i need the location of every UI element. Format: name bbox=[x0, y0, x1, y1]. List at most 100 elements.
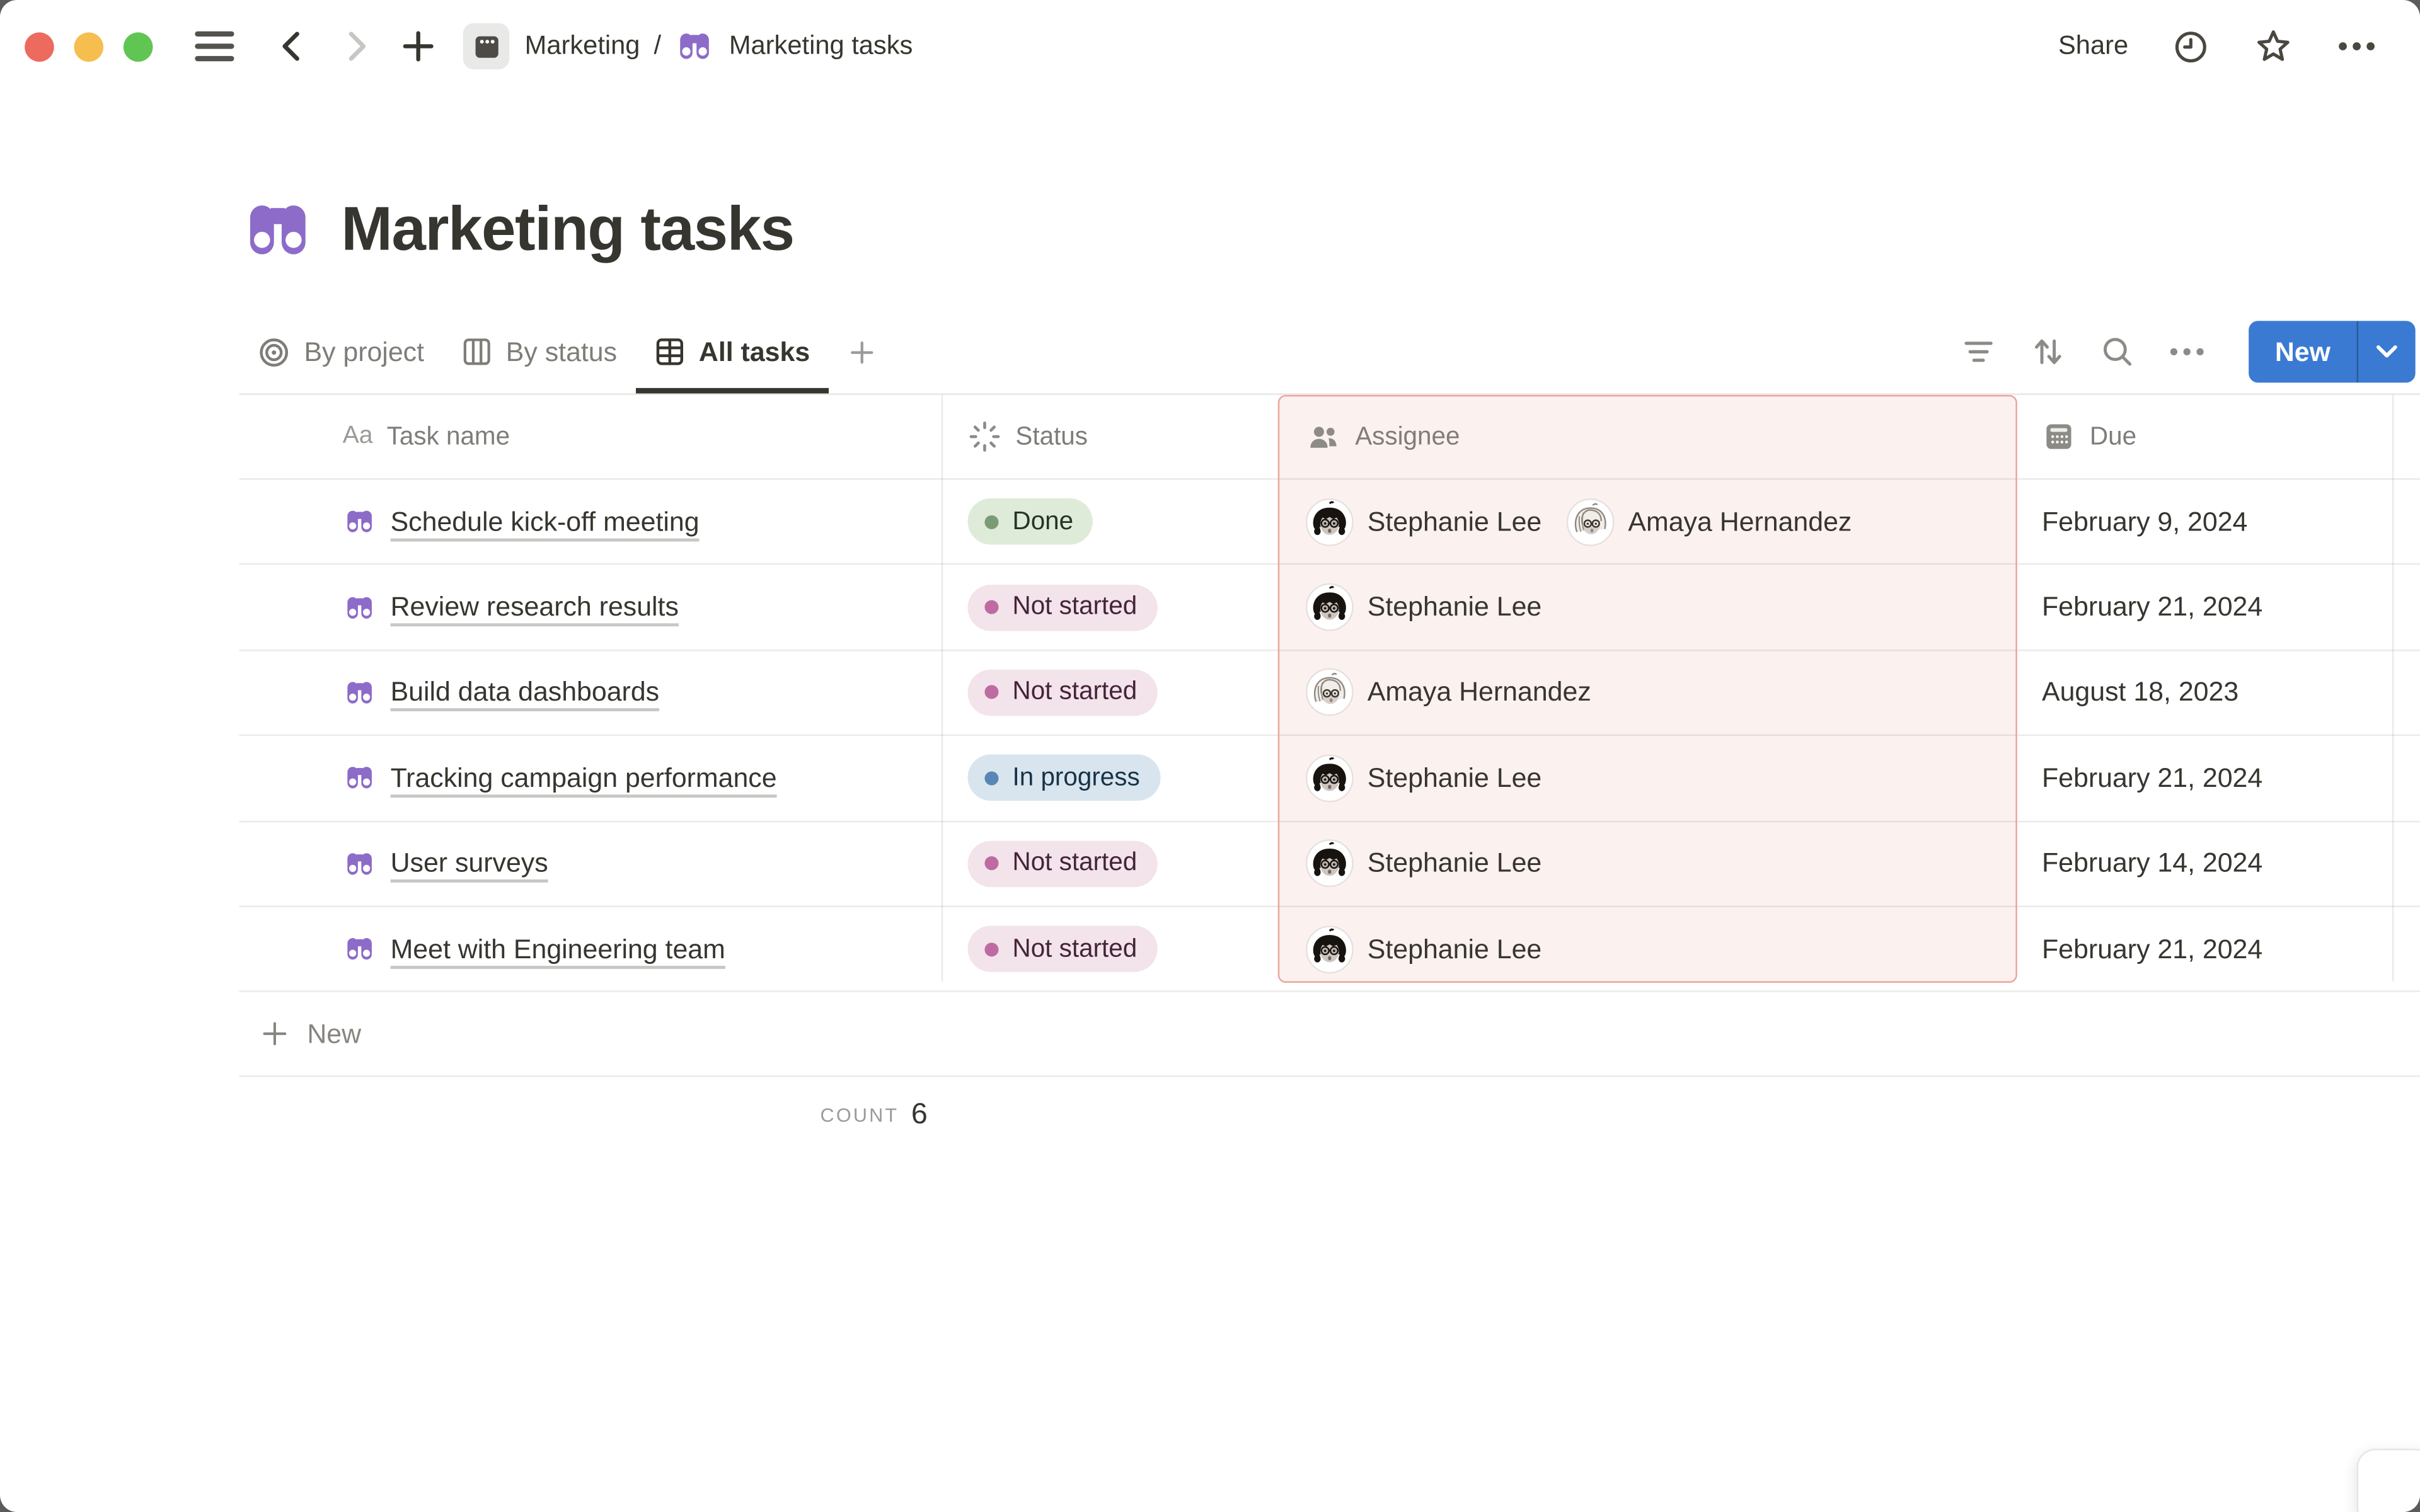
status-badge[interactable]: Not started bbox=[967, 584, 1158, 631]
due-cell[interactable]: February 14, 2024 bbox=[2017, 822, 2394, 905]
task-name-cell[interactable]: Tracking campaign performance bbox=[239, 736, 943, 820]
due-cell[interactable]: February 21, 2024 bbox=[2017, 907, 2394, 991]
new-button-label[interactable]: New bbox=[2274, 335, 2331, 367]
marketing-page-icon bbox=[471, 32, 501, 61]
favorite-button[interactable] bbox=[2254, 26, 2294, 67]
status-cell[interactable]: Not started bbox=[943, 565, 1281, 649]
status-label: Not started bbox=[1012, 678, 1138, 706]
column-header-assignee[interactable]: Assignee bbox=[1281, 395, 2017, 478]
table-row: Review research results Not started Step… bbox=[239, 565, 2420, 651]
sidebar-toggle-button[interactable] bbox=[195, 30, 235, 64]
column-divider[interactable] bbox=[2392, 394, 2394, 982]
button-divider bbox=[2356, 321, 2359, 383]
add-view-button[interactable] bbox=[829, 310, 895, 393]
status-dot-icon bbox=[984, 942, 999, 956]
back-button[interactable] bbox=[275, 28, 309, 65]
column-calculation[interactable]: COUNT 6 bbox=[239, 1077, 943, 1154]
column-label: Due bbox=[2089, 421, 2137, 450]
minimize-button[interactable] bbox=[74, 32, 104, 61]
filter-button[interactable] bbox=[1956, 329, 2002, 375]
due-date: February 9, 2024 bbox=[2042, 505, 2248, 537]
status-label: Not started bbox=[1012, 934, 1138, 963]
tab-by-status[interactable]: By status bbox=[442, 310, 635, 393]
breadcrumb-current[interactable]: Marketing tasks bbox=[729, 30, 913, 60]
status-dot-icon bbox=[984, 856, 999, 871]
sort-icon bbox=[2029, 333, 2066, 370]
assignee-cell[interactable]: Stephanie Lee bbox=[1281, 736, 2017, 820]
assignee-name: Stephanie Lee bbox=[1367, 932, 1542, 964]
ellipsis-icon bbox=[2337, 40, 2377, 53]
assignee-cell[interactable]: Stephanie Lee Amaya Hernandez bbox=[1281, 480, 2017, 564]
search-button[interactable] bbox=[2094, 329, 2140, 375]
people-icon bbox=[1306, 419, 1341, 454]
column-header-due[interactable]: Due bbox=[2017, 395, 2394, 478]
topbar-actions: Share bbox=[2058, 26, 2377, 67]
new-button[interactable]: New bbox=[2249, 321, 2416, 383]
new-button-caret[interactable] bbox=[2358, 321, 2416, 382]
task-name-cell[interactable]: Meet with Engineering team bbox=[239, 907, 943, 991]
column-divider[interactable] bbox=[941, 394, 943, 982]
assignee-chip: Stephanie Lee bbox=[1306, 583, 1541, 631]
task-name-cell[interactable]: Build data dashboards bbox=[239, 651, 943, 735]
status-cell[interactable]: Not started bbox=[943, 907, 1281, 991]
due-cell[interactable]: February 21, 2024 bbox=[2017, 736, 2394, 820]
new-row-button[interactable]: New bbox=[239, 993, 2420, 1078]
avatar bbox=[1306, 583, 1354, 631]
status-cell[interactable]: Not started bbox=[943, 651, 1281, 735]
new-page-button[interactable] bbox=[400, 28, 437, 65]
search-icon bbox=[2099, 333, 2136, 370]
tab-all-tasks[interactable]: All tasks bbox=[635, 310, 828, 393]
assignee-chip: Stephanie Lee bbox=[1306, 840, 1541, 888]
due-cell[interactable]: February 9, 2024 bbox=[2017, 480, 2394, 564]
status-badge[interactable]: Done bbox=[967, 498, 1093, 545]
view-options-button[interactable] bbox=[2164, 341, 2210, 362]
close-button[interactable] bbox=[25, 32, 54, 61]
assignee-chip: Stephanie Lee bbox=[1306, 498, 1541, 546]
status-cell[interactable]: Done bbox=[943, 480, 1281, 564]
task-name-cell[interactable]: User surveys bbox=[239, 822, 943, 905]
board-icon bbox=[461, 336, 492, 367]
avatar bbox=[1306, 668, 1354, 717]
page-title[interactable]: Marketing tasks bbox=[341, 195, 795, 263]
binoculars-icon bbox=[343, 505, 377, 539]
column-header-status[interactable]: Status bbox=[943, 395, 1281, 478]
more-button[interactable] bbox=[2337, 40, 2377, 53]
binoculars-icon[interactable] bbox=[239, 192, 316, 268]
updates-button[interactable] bbox=[2172, 27, 2210, 66]
tab-by-project[interactable]: By project bbox=[239, 310, 443, 393]
assignee-cell[interactable]: Stephanie Lee bbox=[1281, 907, 2017, 991]
status-badge[interactable]: Not started bbox=[967, 669, 1158, 716]
status-badge[interactable]: In progress bbox=[967, 755, 1160, 801]
assignee-name: Stephanie Lee bbox=[1367, 505, 1542, 537]
task-name-cell[interactable]: Schedule kick-off meeting bbox=[239, 480, 943, 564]
due-cell[interactable]: August 18, 2023 bbox=[2017, 651, 2394, 735]
forward-button[interactable] bbox=[340, 28, 374, 65]
binoculars-icon bbox=[675, 26, 715, 67]
task-name-cell[interactable]: Review research results bbox=[239, 565, 943, 649]
assignee-name: Amaya Hernandez bbox=[1628, 505, 1852, 537]
breadcrumb-parent[interactable]: Marketing bbox=[524, 30, 640, 60]
status-badge[interactable]: Not started bbox=[967, 925, 1158, 973]
assignee-cell[interactable]: Stephanie Lee bbox=[1281, 822, 2017, 905]
assignee-cell[interactable]: Amaya Hernandez bbox=[1281, 651, 2017, 735]
help-button[interactable] bbox=[2356, 1448, 2420, 1512]
breadcrumb-parent-icon[interactable] bbox=[463, 23, 510, 70]
view-toolbar: New bbox=[1956, 321, 2416, 383]
zoom-button[interactable] bbox=[123, 32, 153, 61]
chevron-left-icon bbox=[275, 28, 309, 65]
column-header-task-name[interactable]: Aa Task name bbox=[239, 395, 943, 478]
status-badge[interactable]: Not started bbox=[967, 840, 1158, 887]
assignee-cell[interactable]: Stephanie Lee bbox=[1281, 565, 2017, 649]
tab-label: By project bbox=[304, 335, 425, 367]
table-row: Meet with Engineering team Not started S… bbox=[239, 907, 2420, 993]
status-burst-icon bbox=[968, 420, 1002, 454]
due-cell[interactable]: February 21, 2024 bbox=[2017, 565, 2394, 649]
window-controls bbox=[25, 32, 153, 61]
status-cell[interactable]: Not started bbox=[943, 822, 1281, 905]
sort-button[interactable] bbox=[2025, 329, 2071, 375]
share-button[interactable]: Share bbox=[2058, 31, 2128, 62]
status-cell[interactable]: In progress bbox=[943, 736, 1281, 820]
plus-icon bbox=[259, 1019, 290, 1050]
tab-label: By status bbox=[505, 335, 618, 367]
